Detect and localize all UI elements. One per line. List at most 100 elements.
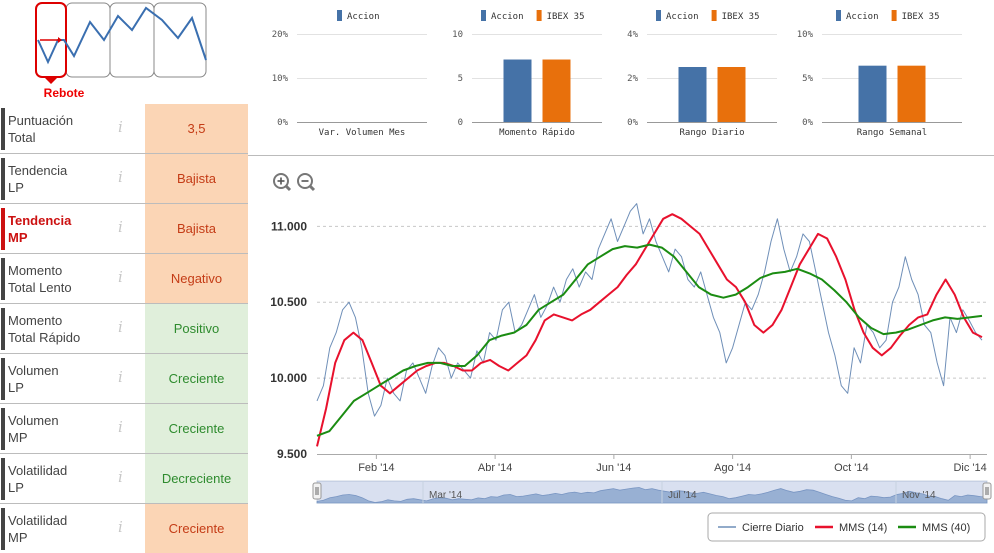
pattern-thumbnail: Rebote [0,0,248,104]
x-axis-label: Abr '14 [478,462,513,474]
legend-item-label: Cierre Diario [742,522,804,534]
zoom-in-icon[interactable] [273,173,292,192]
price-chart-svg[interactable]: 11.000 10.500 10.000 9.500 Feb '14 Abr '14 Jun… [248,156,994,553]
legend-label: IBEX 35 [547,12,585,22]
mini-chart-svg-3: Accion IBEX 35 10% 5% 0% Rango Semanal [797,10,962,138]
mini-y-tick: 10% [797,30,814,40]
indicator-value: Creciente [145,404,248,453]
navigator-handle-left[interactable] [312,482,322,500]
legend-item-label: MMS (40) [922,522,970,534]
x-axis-label: Oct '14 [834,462,869,474]
indicator-label-line2: MP [8,530,28,545]
indicator-row[interactable]: Tendencia MP i Bajista [0,204,248,254]
legend-item-mms14[interactable]: MMS (14) [815,522,887,534]
info-icon[interactable]: i [118,218,123,236]
mini-y-tick: 0% [802,118,813,128]
indicator-label: Momento Total Rápido [8,312,128,346]
mini-y-tick: 4% [627,30,638,40]
mini-chart-momento-rapido: Accion IBEX 35 10 5 0 Momento Rápido [437,0,612,150]
indicator-label-line1: Tendencia [8,163,68,178]
mini-y-tick: 5% [802,74,813,84]
indicator-row[interactable]: Volumen MP i Creciente [0,404,248,454]
navigator-label: Mar '14 [429,490,462,501]
indicator-label-line2: Total [8,130,36,145]
indicator-value: Bajista [145,154,248,203]
zoom-out-icon[interactable] [297,173,316,192]
navigator[interactable]: Mar '14 Jul '14 Nov '14 [312,480,992,504]
indicator-value: Positivo [145,304,248,353]
navigator-label: Nov '14 [902,490,936,501]
series-cierre-diario[interactable] [316,203,983,417]
mini-bar[interactable] [897,65,926,122]
mini-bar[interactable] [678,67,707,122]
legend-item-cierre[interactable]: Cierre Diario [718,522,804,534]
row-marker [1,208,5,250]
row-marker [1,158,5,200]
indicator-value: Creciente [145,354,248,403]
legend-label: IBEX 35 [902,12,940,22]
indicator-row[interactable]: Momento Total Lento i Negativo [0,254,248,304]
indicator-row[interactable]: Momento Total Rápido i Positivo [0,304,248,354]
info-icon[interactable]: i [118,518,123,536]
legend-item-mms40[interactable]: MMS (40) [898,522,970,534]
mini-chart-title: Momento Rápido [499,128,575,138]
section-divider [248,155,994,156]
indicator-label: Tendencia LP [8,162,128,196]
indicator-row[interactable]: Tendencia LP i Bajista [0,154,248,204]
row-marker [1,308,5,350]
legend-swatch [711,10,717,21]
indicator-label-line2: Total Rápido [8,330,81,345]
y-axis-label: 10.000 [270,371,307,385]
indicator-label-line1: Momento [8,313,63,328]
x-axis-label: Dic '14 [953,462,986,474]
mini-y-tick: 5 [458,74,463,84]
indicator-row[interactable]: Volumen LP i Creciente [0,354,248,404]
info-icon[interactable]: i [118,418,123,436]
indicator-label-line1: Volatilidad [8,463,68,478]
info-icon[interactable]: i [118,268,123,286]
price-chart[interactable]: 11.000 10.500 10.000 9.500 Feb '14 Abr '14 Jun… [248,156,994,553]
mini-y-tick: 20% [272,30,289,40]
mini-bar[interactable] [542,59,571,122]
info-icon[interactable]: i [118,318,123,336]
plot-area: 11.000 10.500 10.000 9.500 Feb '14 Abr '14 Jun… [270,203,987,474]
mini-chart-title: Rango Semanal [857,128,927,138]
legend-label: Accion [846,12,879,22]
navigator-label: Jul '14 [668,490,697,501]
indicator-value: Creciente [145,504,248,553]
indicator-row[interactable]: Volatilidad LP i Decreciente [0,454,248,504]
mini-y-tick: 10% [272,74,289,84]
indicator-label: Volatilidad LP [8,462,128,496]
legend-swatch [891,10,897,21]
series-mms-14[interactable] [316,213,983,447]
series-mms-40[interactable] [316,243,983,437]
mini-y-tick: 10 [452,30,463,40]
info-icon[interactable]: i [118,468,123,486]
mini-y-tick: 0% [627,118,638,128]
indicator-label: Tendencia MP [8,212,128,246]
x-axis-label: Jun '14 [596,462,631,474]
info-icon[interactable]: i [118,168,123,186]
y-axis-label: 10.500 [270,295,307,309]
indicator-row[interactable]: Volatilidad MP i Creciente [0,504,248,553]
indicator-label: Volumen MP [8,412,128,446]
mini-chart-svg-1: Accion IBEX 35 10 5 0 Momento Rápido [452,10,602,138]
indicator-label-line2: LP [8,180,24,195]
mini-bar[interactable] [503,59,532,122]
legend-swatch [836,10,841,21]
indicator-value: Bajista [145,204,248,253]
row-marker [1,108,5,150]
navigator-handle-right[interactable] [982,482,992,500]
mini-bar[interactable] [858,65,887,122]
indicator-label-line1: Puntuación [8,113,74,128]
mini-bar[interactable] [717,67,746,122]
mini-chart-title: Rango Diario [679,128,744,138]
info-icon[interactable]: i [118,368,123,386]
mini-chart-rango-semanal: Accion IBEX 35 10% 5% 0% Rango Semanal [787,0,977,150]
chart-legend[interactable]: Cierre Diario MMS (14) MMS (40) [707,512,986,542]
indicator-label-line2: MP [8,430,28,445]
indicator-label: Momento Total Lento [8,262,128,296]
indicator-row[interactable]: Puntuación Total i 3,5 [0,104,248,154]
info-icon[interactable]: i [118,118,123,136]
pattern-svg: Rebote [35,2,207,100]
